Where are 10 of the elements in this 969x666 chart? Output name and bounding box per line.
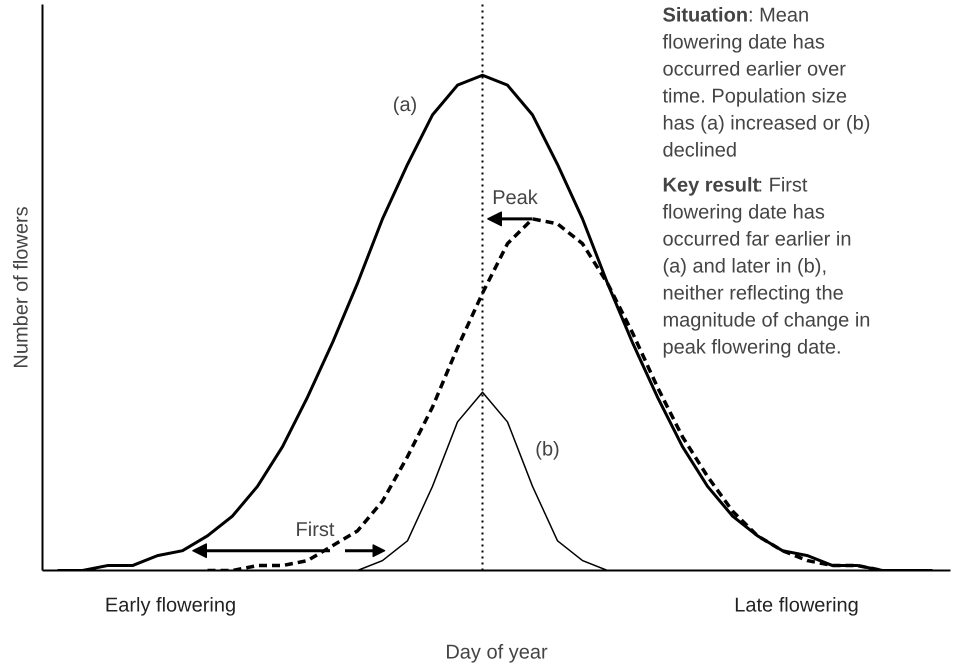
annotation: Situation: Mean flowering date has occurred earlier over time. Population size has (a) increased or (b) declined <box>662 4 870 162</box>
y-axis-title: Number of flowers <box>10 206 32 369</box>
text: Late flowering <box>734 594 859 616</box>
text: Early flowering <box>104 594 236 616</box>
series-label: (a) <box>392 94 418 116</box>
annotation: Peak <box>492 186 539 209</box>
annotation: First <box>296 518 335 541</box>
series-label: (b) <box>535 438 560 460</box>
x-axis-title: Day of year <box>445 642 548 664</box>
annotation: Key result: First flowering date has occurred far earlier in (a) and later in (b), neither reflecting the magnitude of change in peak flowering date. <box>662 174 870 358</box>
